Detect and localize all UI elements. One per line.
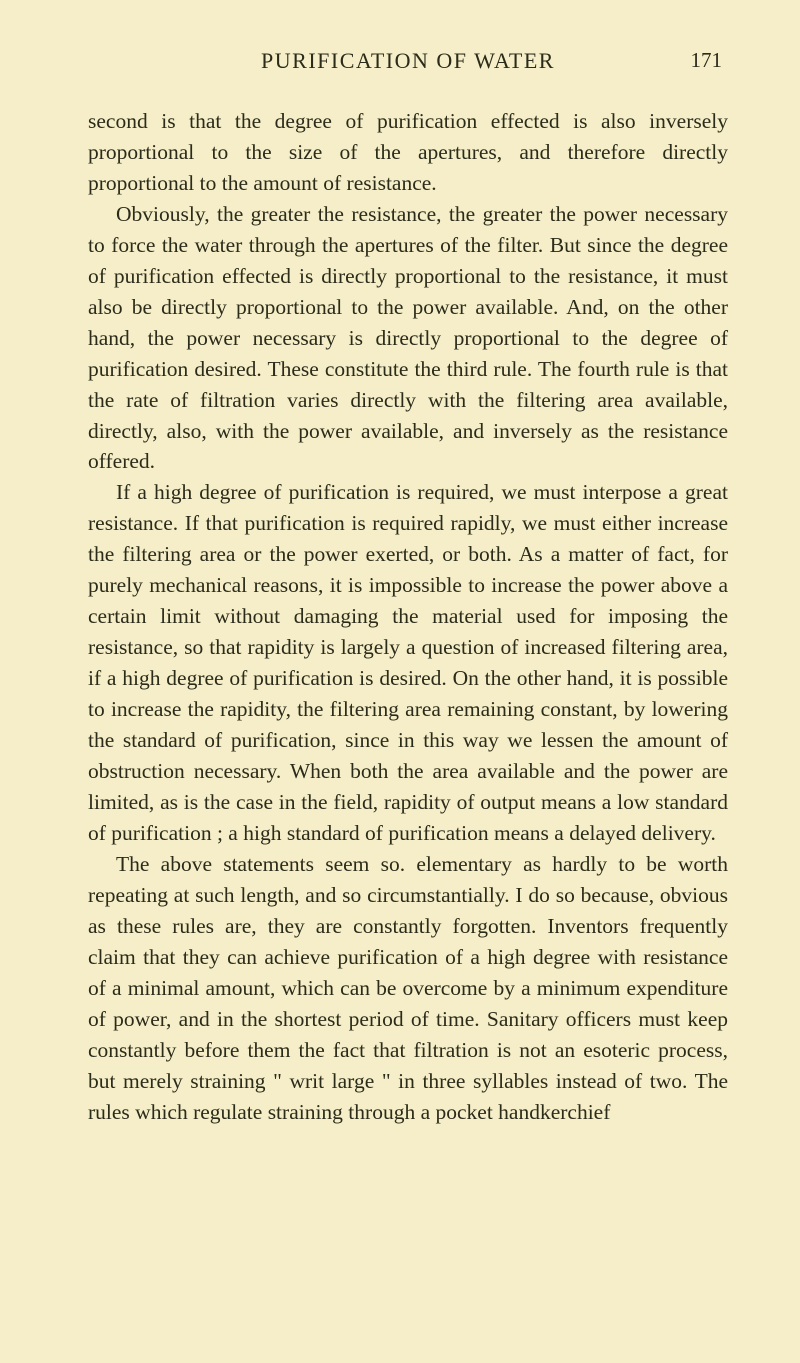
paragraph-2: Obviously, the greater the resistance, t… bbox=[88, 199, 728, 478]
body-text: second is that the degree of purificatio… bbox=[88, 106, 728, 1127]
paragraph-1: second is that the degree of purificatio… bbox=[88, 106, 728, 199]
paragraph-3: If a high degree of purification is requ… bbox=[88, 477, 728, 848]
page-header: PURIFICATION OF WATER 171 bbox=[88, 48, 728, 74]
paragraph-4: The above statements seem so. elementary… bbox=[88, 849, 728, 1128]
header-title: PURIFICATION OF WATER bbox=[96, 48, 720, 74]
page-number: 171 bbox=[691, 48, 723, 73]
